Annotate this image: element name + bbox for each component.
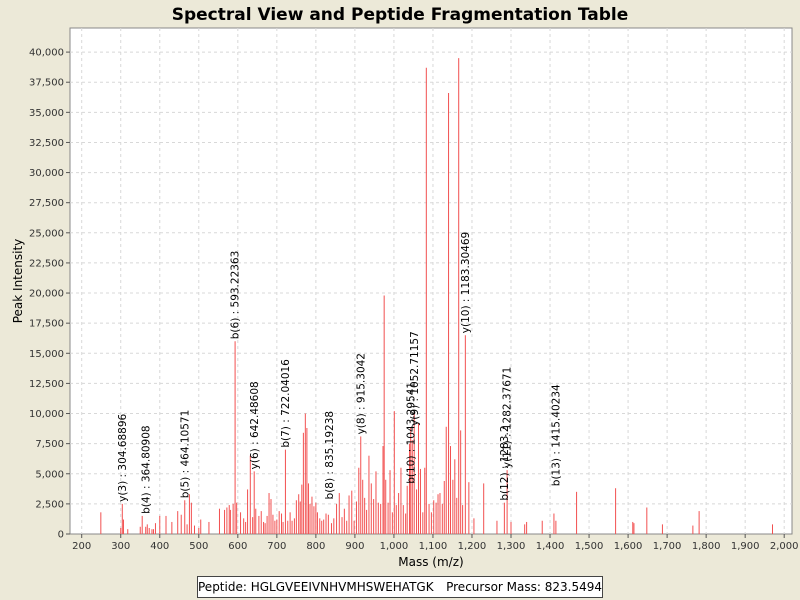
peak-annotation: y(11) : 1282.37671	[502, 367, 514, 468]
peptide-info-box: Peptide: HGLGVEEIVNHVMHSWEHATGK Precurso…	[197, 576, 603, 598]
x-tick-label: 1,100	[419, 541, 448, 552]
x-tick-label: 1,700	[653, 541, 682, 552]
y-tick-label: 15,000	[29, 349, 64, 360]
peak-annotation: y(8) : 915.3042	[355, 353, 367, 434]
y-tick-label: 37,500	[29, 78, 64, 89]
x-tick-label: 1,500	[575, 541, 604, 552]
peak-annotation: y(3) : 304.68896	[117, 413, 129, 501]
peak-annotation: b(7) : 722.04016	[280, 359, 292, 448]
y-tick-label: 0	[58, 530, 64, 541]
y-tick-label: 5,000	[35, 469, 64, 480]
y-tick-label: 40,000	[29, 48, 64, 59]
precursor-mass: Precursor Mass: 823.5494	[446, 580, 602, 594]
x-tick-label: 800	[306, 541, 325, 552]
peptide-sequence: Peptide: HGLGVEEIVNHVMHSWEHATGK	[198, 580, 434, 594]
peak-series	[100, 58, 773, 534]
y-tick-label: 25,000	[29, 228, 64, 239]
x-tick-label: 500	[189, 541, 208, 552]
x-tick-label: 1,400	[536, 541, 565, 552]
y-tick-label: 12,500	[29, 379, 64, 390]
y-tick-label: 20,000	[29, 289, 64, 300]
x-tick-label: 2,000	[770, 541, 799, 552]
x-tick-label: 700	[267, 541, 286, 552]
peak-annotation: b(13) : 1415.40234	[551, 384, 563, 486]
y-tick-label: 35,000	[29, 108, 64, 119]
chart-title: Spectral View and Peptide Fragmentation …	[172, 5, 629, 25]
y-axis-label: Peak Intensity	[11, 239, 25, 324]
y-tick-label: 22,500	[29, 258, 64, 269]
peak-annotation: b(12) : 1283.2	[499, 426, 511, 501]
peak-annotations: y(3) : 304.68896 b(4) : 364.80908 b(5) : 4…	[117, 232, 562, 514]
peak-annotation: y(6) : 642.48608	[249, 381, 261, 469]
peak-annotation: b(8) : 835.19238	[324, 411, 336, 500]
y-tick-label: 32,500	[29, 138, 64, 149]
y-tick-label: 30,000	[29, 168, 64, 179]
y-tick-label: 10,000	[29, 409, 64, 420]
y-tick-label: 17,500	[29, 319, 64, 330]
y-tick-label: 7,500	[35, 439, 64, 450]
y-tick-label: 27,500	[29, 198, 64, 209]
peak-annotation: b(4) : 364.80908	[141, 425, 153, 514]
grid-lines	[70, 28, 792, 534]
peak-annotation: b(10) : 1043.29541	[405, 382, 417, 484]
peak-annotation: b(6) : 593.22363	[230, 251, 242, 340]
x-tick-label: 1,300	[497, 541, 526, 552]
x-tick-label: 1,800	[692, 541, 721, 552]
x-tick-label: 1,200	[458, 541, 487, 552]
x-tick-label: 1,000	[380, 541, 409, 552]
axes: 0 2,500 5,000 7,500 10,000 12,500 15,000 17,500…	[29, 48, 799, 552]
x-tick-label: 600	[228, 541, 247, 552]
x-tick-label: 900	[345, 541, 364, 552]
peak-annotation: y(9) : 1052.71157	[409, 331, 421, 426]
x-tick-label: 300	[111, 541, 130, 552]
x-axis-label: Mass (m/z)	[398, 555, 463, 569]
y-tick-label: 2,500	[35, 499, 64, 510]
x-tick-label: 400	[150, 541, 169, 552]
x-tick-label: 1,600	[614, 541, 643, 552]
peak-annotation: b(5) : 464.10571	[179, 410, 191, 499]
peak-annotation: y(10) : 1183.30469	[460, 232, 472, 333]
x-tick-label: 200	[72, 541, 91, 552]
x-tick-label: 1,900	[731, 541, 760, 552]
